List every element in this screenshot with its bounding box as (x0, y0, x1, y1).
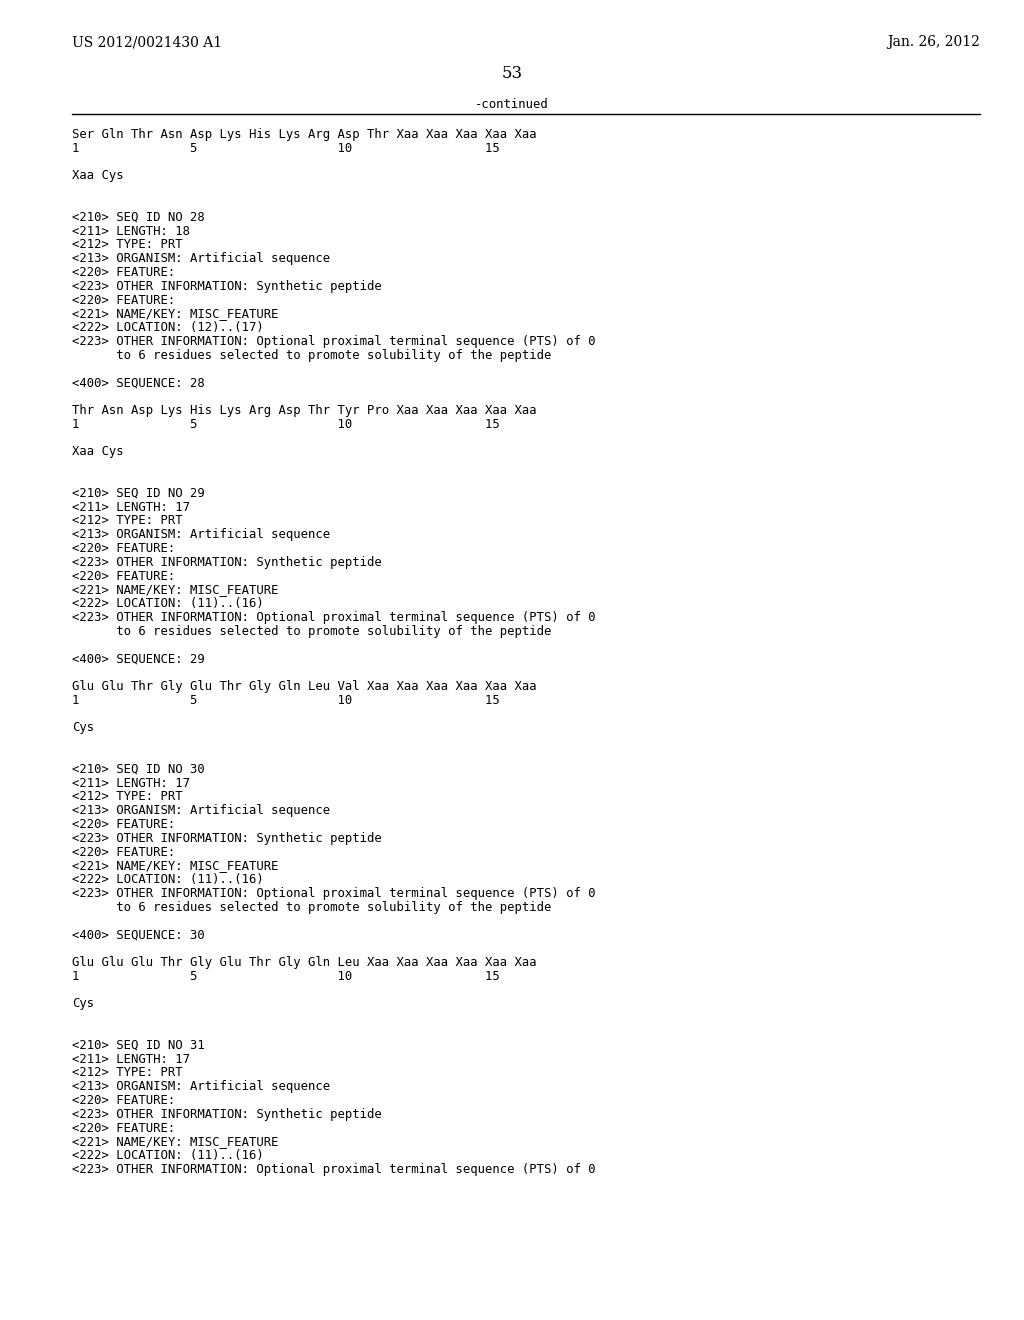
Text: <400> SEQUENCE: 30: <400> SEQUENCE: 30 (72, 928, 205, 941)
Text: <222> LOCATION: (11)..(16): <222> LOCATION: (11)..(16) (72, 874, 264, 886)
Text: <220> FEATURE:: <220> FEATURE: (72, 570, 175, 582)
Text: <212> TYPE: PRT: <212> TYPE: PRT (72, 791, 182, 804)
Text: <223> OTHER INFORMATION: Optional proximal terminal sequence (PTS) of 0: <223> OTHER INFORMATION: Optional proxim… (72, 1163, 596, 1176)
Text: <221> NAME/KEY: MISC_FEATURE: <221> NAME/KEY: MISC_FEATURE (72, 308, 279, 321)
Text: <223> OTHER INFORMATION: Synthetic peptide: <223> OTHER INFORMATION: Synthetic pepti… (72, 832, 382, 845)
Text: <220> FEATURE:: <220> FEATURE: (72, 267, 175, 279)
Text: <211> LENGTH: 17: <211> LENGTH: 17 (72, 500, 190, 513)
Text: <221> NAME/KEY: MISC_FEATURE: <221> NAME/KEY: MISC_FEATURE (72, 859, 279, 873)
Text: <400> SEQUENCE: 28: <400> SEQUENCE: 28 (72, 376, 205, 389)
Text: <220> FEATURE:: <220> FEATURE: (72, 293, 175, 306)
Text: <210> SEQ ID NO 31: <210> SEQ ID NO 31 (72, 1039, 205, 1052)
Text: <212> TYPE: PRT: <212> TYPE: PRT (72, 1067, 182, 1080)
Text: to 6 residues selected to promote solubility of the peptide: to 6 residues selected to promote solubi… (72, 624, 551, 638)
Text: 53: 53 (502, 65, 522, 82)
Text: <223> OTHER INFORMATION: Optional proximal terminal sequence (PTS) of 0: <223> OTHER INFORMATION: Optional proxim… (72, 887, 596, 900)
Text: <212> TYPE: PRT: <212> TYPE: PRT (72, 239, 182, 251)
Text: <213> ORGANISM: Artificial sequence: <213> ORGANISM: Artificial sequence (72, 252, 330, 265)
Text: <213> ORGANISM: Artificial sequence: <213> ORGANISM: Artificial sequence (72, 804, 330, 817)
Text: 1               5                   10                  15: 1 5 10 15 (72, 694, 500, 706)
Text: <213> ORGANISM: Artificial sequence: <213> ORGANISM: Artificial sequence (72, 1080, 330, 1093)
Text: <223> OTHER INFORMATION: Optional proximal terminal sequence (PTS) of 0: <223> OTHER INFORMATION: Optional proxim… (72, 335, 596, 348)
Text: <211> LENGTH: 17: <211> LENGTH: 17 (72, 1052, 190, 1065)
Text: <222> LOCATION: (12)..(17): <222> LOCATION: (12)..(17) (72, 321, 264, 334)
Text: <223> OTHER INFORMATION: Synthetic peptide: <223> OTHER INFORMATION: Synthetic pepti… (72, 280, 382, 293)
Text: <210> SEQ ID NO 29: <210> SEQ ID NO 29 (72, 487, 205, 500)
Text: Cys: Cys (72, 998, 94, 1010)
Text: Xaa Cys: Xaa Cys (72, 445, 124, 458)
Text: <221> NAME/KEY: MISC_FEATURE: <221> NAME/KEY: MISC_FEATURE (72, 1135, 279, 1148)
Text: Glu Glu Glu Thr Gly Glu Thr Gly Gln Leu Xaa Xaa Xaa Xaa Xaa Xaa: Glu Glu Glu Thr Gly Glu Thr Gly Gln Leu … (72, 956, 537, 969)
Text: US 2012/0021430 A1: US 2012/0021430 A1 (72, 36, 222, 49)
Text: <220> FEATURE:: <220> FEATURE: (72, 1094, 175, 1107)
Text: <220> FEATURE:: <220> FEATURE: (72, 846, 175, 858)
Text: Ser Gln Thr Asn Asp Lys His Lys Arg Asp Thr Xaa Xaa Xaa Xaa Xaa: Ser Gln Thr Asn Asp Lys His Lys Arg Asp … (72, 128, 537, 141)
Text: 1               5                   10                  15: 1 5 10 15 (72, 970, 500, 983)
Text: <223> OTHER INFORMATION: Synthetic peptide: <223> OTHER INFORMATION: Synthetic pepti… (72, 556, 382, 569)
Text: <220> FEATURE:: <220> FEATURE: (72, 818, 175, 832)
Text: Glu Glu Thr Gly Glu Thr Gly Gln Leu Val Xaa Xaa Xaa Xaa Xaa Xaa: Glu Glu Thr Gly Glu Thr Gly Gln Leu Val … (72, 680, 537, 693)
Text: <211> LENGTH: 18: <211> LENGTH: 18 (72, 224, 190, 238)
Text: <220> FEATURE:: <220> FEATURE: (72, 543, 175, 554)
Text: <400> SEQUENCE: 29: <400> SEQUENCE: 29 (72, 652, 205, 665)
Text: 1               5                   10                  15: 1 5 10 15 (72, 141, 500, 154)
Text: <222> LOCATION: (11)..(16): <222> LOCATION: (11)..(16) (72, 1150, 264, 1162)
Text: <213> ORGANISM: Artificial sequence: <213> ORGANISM: Artificial sequence (72, 528, 330, 541)
Text: <211> LENGTH: 17: <211> LENGTH: 17 (72, 776, 190, 789)
Text: Jan. 26, 2012: Jan. 26, 2012 (887, 36, 980, 49)
Text: <223> OTHER INFORMATION: Optional proximal terminal sequence (PTS) of 0: <223> OTHER INFORMATION: Optional proxim… (72, 611, 596, 624)
Text: Thr Asn Asp Lys His Lys Arg Asp Thr Tyr Pro Xaa Xaa Xaa Xaa Xaa: Thr Asn Asp Lys His Lys Arg Asp Thr Tyr … (72, 404, 537, 417)
Text: <210> SEQ ID NO 30: <210> SEQ ID NO 30 (72, 763, 205, 776)
Text: <223> OTHER INFORMATION: Synthetic peptide: <223> OTHER INFORMATION: Synthetic pepti… (72, 1107, 382, 1121)
Text: to 6 residues selected to promote solubility of the peptide: to 6 residues selected to promote solubi… (72, 348, 551, 362)
Text: <222> LOCATION: (11)..(16): <222> LOCATION: (11)..(16) (72, 597, 264, 610)
Text: <220> FEATURE:: <220> FEATURE: (72, 1122, 175, 1135)
Text: <221> NAME/KEY: MISC_FEATURE: <221> NAME/KEY: MISC_FEATURE (72, 583, 279, 597)
Text: -continued: -continued (475, 98, 549, 111)
Text: <210> SEQ ID NO 28: <210> SEQ ID NO 28 (72, 211, 205, 224)
Text: <212> TYPE: PRT: <212> TYPE: PRT (72, 515, 182, 528)
Text: Cys: Cys (72, 722, 94, 734)
Text: Xaa Cys: Xaa Cys (72, 169, 124, 182)
Text: to 6 residues selected to promote solubility of the peptide: to 6 residues selected to promote solubi… (72, 900, 551, 913)
Text: 1               5                   10                  15: 1 5 10 15 (72, 418, 500, 430)
